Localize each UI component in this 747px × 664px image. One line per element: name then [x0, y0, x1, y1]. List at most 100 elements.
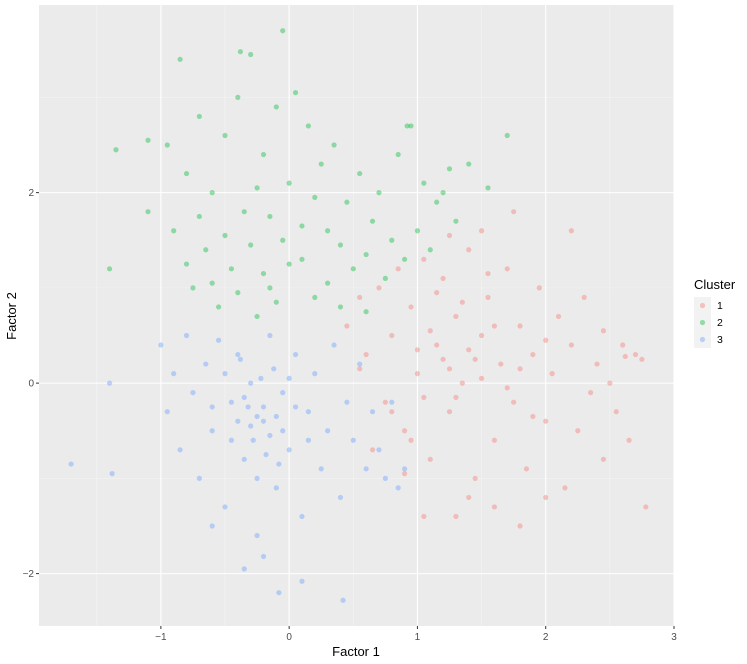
point-cluster-2 [145, 137, 151, 143]
point-cluster-1 [421, 394, 427, 401]
y-axis-title: Factor 2 [4, 292, 19, 340]
point-cluster-3 [280, 428, 286, 434]
point-cluster-3 [273, 413, 279, 420]
legend-title: Cluster [694, 277, 736, 292]
legend-key-bg [694, 314, 711, 331]
legend-label-2: 2 [717, 317, 723, 329]
point-cluster-2 [292, 90, 299, 96]
point-cluster-2 [408, 123, 414, 129]
point-cluster-1 [622, 353, 628, 360]
point-cluster-1 [555, 313, 562, 320]
legend-key-2 [699, 319, 706, 326]
point-cluster-1 [478, 228, 485, 234]
point-cluster-2 [106, 266, 113, 272]
point-cluster-1 [485, 294, 491, 301]
point-cluster-2 [241, 209, 247, 215]
point-cluster-1 [639, 356, 645, 362]
point-cluster-2 [337, 242, 344, 248]
point-cluster-3 [190, 390, 196, 396]
point-cluster-2 [113, 147, 119, 153]
point-cluster-3 [267, 432, 273, 439]
legend-key-1 [699, 302, 706, 309]
point-cluster-2 [248, 242, 254, 248]
point-cluster-3 [344, 399, 350, 405]
point-cluster-3 [292, 404, 299, 410]
point-cluster-3 [286, 375, 292, 381]
point-cluster-2 [440, 190, 446, 196]
point-cluster-3 [106, 380, 113, 386]
point-cluster-3 [109, 471, 115, 477]
point-cluster-2 [337, 304, 344, 310]
point-cluster-3 [245, 404, 251, 410]
point-cluster-2 [382, 275, 388, 281]
point-cluster-1 [594, 361, 600, 367]
point-cluster-1 [643, 504, 649, 510]
point-cluster-2 [235, 94, 241, 100]
point-cluster-1 [530, 413, 536, 420]
point-cluster-1 [491, 504, 498, 510]
point-cluster-1 [613, 409, 619, 415]
point-cluster-1 [588, 390, 594, 396]
panel-background [39, 5, 674, 626]
point-cluster-2 [183, 170, 190, 177]
point-cluster-3 [395, 485, 401, 491]
point-cluster-3 [241, 456, 247, 462]
point-cluster-3 [248, 380, 254, 386]
point-cluster-1 [543, 418, 549, 424]
point-cluster-1 [562, 485, 568, 491]
point-cluster-1 [421, 256, 427, 262]
grid-minor [39, 5, 674, 626]
point-cluster-2 [248, 51, 254, 58]
point-cluster-1 [382, 399, 388, 405]
point-cluster-2 [280, 28, 286, 34]
point-cluster-3 [241, 394, 247, 401]
point-cluster-3 [276, 590, 282, 596]
point-cluster-1 [504, 385, 510, 391]
data-points [68, 28, 649, 603]
point-cluster-3 [299, 513, 305, 520]
point-cluster-3 [258, 375, 264, 381]
point-cluster-3 [68, 461, 74, 467]
point-cluster-3 [389, 399, 395, 405]
point-cluster-1 [498, 361, 504, 367]
point-cluster-3 [271, 366, 277, 372]
point-cluster-3 [318, 466, 324, 472]
point-cluster-3 [237, 356, 244, 362]
point-cluster-3 [250, 437, 256, 443]
point-cluster-1 [530, 351, 536, 358]
point-cluster-1 [543, 494, 549, 501]
point-cluster-3 [241, 566, 247, 572]
point-cluster-3 [382, 475, 388, 481]
point-cluster-2 [260, 151, 267, 158]
point-cluster-3 [286, 447, 292, 453]
point-cluster-1 [472, 356, 478, 362]
point-cluster-2 [196, 213, 202, 220]
point-cluster-2 [286, 261, 292, 267]
point-cluster-3 [260, 553, 267, 560]
point-cluster-2 [363, 309, 369, 315]
point-cluster-1 [543, 337, 549, 343]
point-cluster-3 [215, 337, 222, 343]
point-cluster-3 [209, 404, 215, 410]
point-cluster-1 [414, 347, 421, 353]
point-cluster-3 [254, 475, 260, 481]
x-tick-label: 1 [415, 632, 421, 643]
point-cluster-3 [325, 428, 331, 434]
point-cluster-1 [414, 370, 421, 377]
point-cluster-2 [363, 251, 369, 258]
point-cluster-3 [292, 351, 299, 358]
point-cluster-2 [286, 180, 292, 186]
point-cluster-2 [312, 194, 318, 200]
point-cluster-3 [222, 504, 228, 510]
point-cluster-1 [440, 275, 446, 281]
point-cluster-3 [235, 351, 241, 358]
point-cluster-3 [228, 437, 235, 443]
point-cluster-1 [575, 428, 581, 434]
point-cluster-2 [389, 237, 395, 243]
y-tick-label: 0 [28, 379, 34, 390]
point-cluster-1 [446, 409, 453, 415]
point-cluster-2 [209, 190, 215, 196]
point-cluster-1 [485, 270, 491, 277]
grid-major [39, 5, 675, 626]
